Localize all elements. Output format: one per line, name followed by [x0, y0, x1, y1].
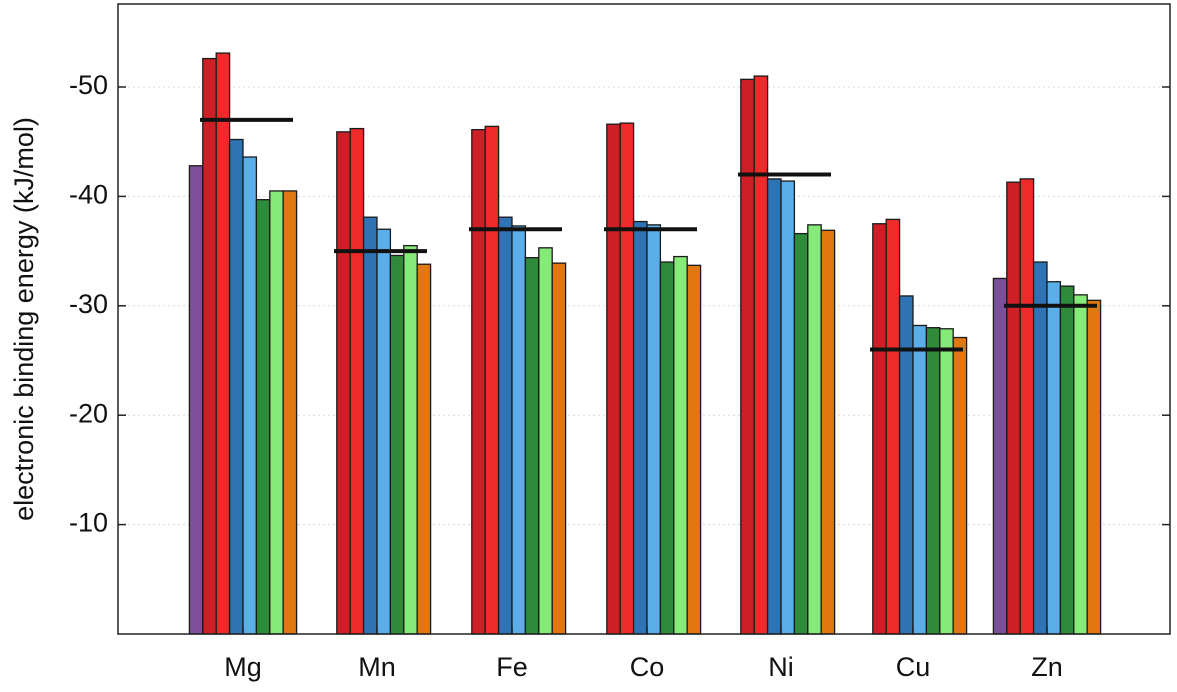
bar-ni-5	[793, 232, 809, 635]
bar-cu-7	[952, 336, 968, 635]
bar-co-6	[673, 255, 688, 635]
bar-ni-2	[753, 75, 769, 635]
bar-co-3	[632, 220, 648, 635]
bar-cu-4	[912, 324, 928, 635]
bar-zn-5	[1059, 285, 1075, 635]
bar-mg-0	[188, 165, 204, 635]
bar-mn-3	[362, 216, 378, 635]
y-tick-label: -10	[69, 508, 108, 538]
bar-zn-2	[1019, 178, 1035, 635]
bar-mg-7	[282, 190, 298, 635]
x-tick-label-co: Co	[630, 652, 665, 682]
x-tick-label-fe: Fe	[496, 652, 528, 682]
bar-cu-6	[939, 328, 954, 635]
bar-cu-1	[872, 223, 887, 635]
y-tick-label: -30	[69, 289, 108, 319]
bar-cu-5	[925, 327, 941, 635]
bar-cu-2	[885, 218, 901, 635]
x-tick-label-ni: Ni	[768, 652, 794, 682]
bar-co-2	[619, 122, 635, 635]
bar-zn-1	[1006, 181, 1021, 635]
bar-mg-3	[228, 138, 244, 635]
plot-frame	[117, 3, 1171, 635]
bar-fe-7	[551, 262, 567, 635]
x-axis-ticks: Mg Mn Fe Co Ni Cu Zn	[224, 626, 1063, 682]
bar-co-1	[606, 123, 621, 635]
bar-zn-6	[1073, 294, 1088, 635]
bar-mn-4	[376, 228, 392, 635]
x-tick-label-mg: Mg	[224, 652, 262, 682]
bar-mg-2	[215, 52, 231, 635]
x-tick-label-mn: Mn	[358, 652, 396, 682]
bar-mg-6	[269, 190, 284, 635]
bar-mn-6	[403, 244, 418, 635]
y-tick-label: -20	[69, 398, 108, 428]
bar-zn-3	[1032, 261, 1048, 635]
y-axis-title: electronic binding energy (kJ/mol)	[9, 117, 39, 521]
bars	[188, 52, 1102, 635]
bar-mn-5	[389, 254, 405, 635]
bar-fe-3	[497, 216, 513, 635]
bar-co-4	[646, 224, 662, 635]
x-tick-label-zn: Zn	[1031, 652, 1063, 682]
bar-mg-5	[255, 199, 271, 635]
bar-ni-7	[820, 229, 836, 635]
bar-fe-6	[538, 247, 553, 635]
bar-mn-1	[336, 131, 351, 635]
bar-co-5	[659, 261, 675, 635]
bar-ni-6	[807, 224, 822, 635]
bar-cu-3	[898, 295, 914, 635]
bar-ni-4	[780, 180, 796, 635]
y-axis-ticks: -10 -20 -30 -40 -50	[69, 70, 1170, 538]
y-tick-label: -50	[69, 70, 108, 100]
bar-zn-7	[1086, 299, 1102, 635]
reference-lines	[200, 117, 1097, 352]
bar-fe-1	[471, 129, 486, 635]
x-tick-label-cu: Cu	[896, 652, 931, 682]
bar-zn-0	[992, 277, 1008, 635]
bar-mg-1	[202, 57, 217, 635]
bar-fe-2	[484, 125, 500, 635]
bar-mn-7	[416, 263, 432, 635]
bar-fe-4	[511, 225, 527, 635]
bar-ni-3	[766, 178, 782, 635]
bar-zn-4	[1046, 281, 1062, 635]
bar-ni-1	[740, 78, 755, 635]
y-tick-label: -40	[69, 180, 108, 210]
bar-mn-2	[349, 127, 365, 635]
bar-mg-4	[242, 156, 258, 635]
bar-co-7	[686, 264, 702, 635]
bar-fe-5	[524, 257, 540, 635]
